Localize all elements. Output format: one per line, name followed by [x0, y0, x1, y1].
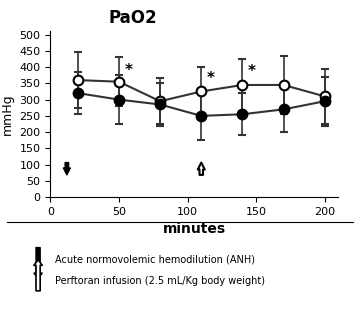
Text: *: * — [125, 63, 132, 78]
Text: PaO2: PaO2 — [109, 9, 158, 28]
Y-axis label: mmHg: mmHg — [1, 94, 14, 135]
Text: *: * — [248, 64, 256, 80]
Text: Acute normovolemic hemodilution (ANH): Acute normovolemic hemodilution (ANH) — [55, 254, 255, 264]
Text: *: * — [207, 71, 215, 86]
X-axis label: minutes: minutes — [163, 223, 226, 236]
Text: Perftoran infusion (2.5 mL/Kg body weight): Perftoran infusion (2.5 mL/Kg body weigh… — [55, 276, 265, 286]
